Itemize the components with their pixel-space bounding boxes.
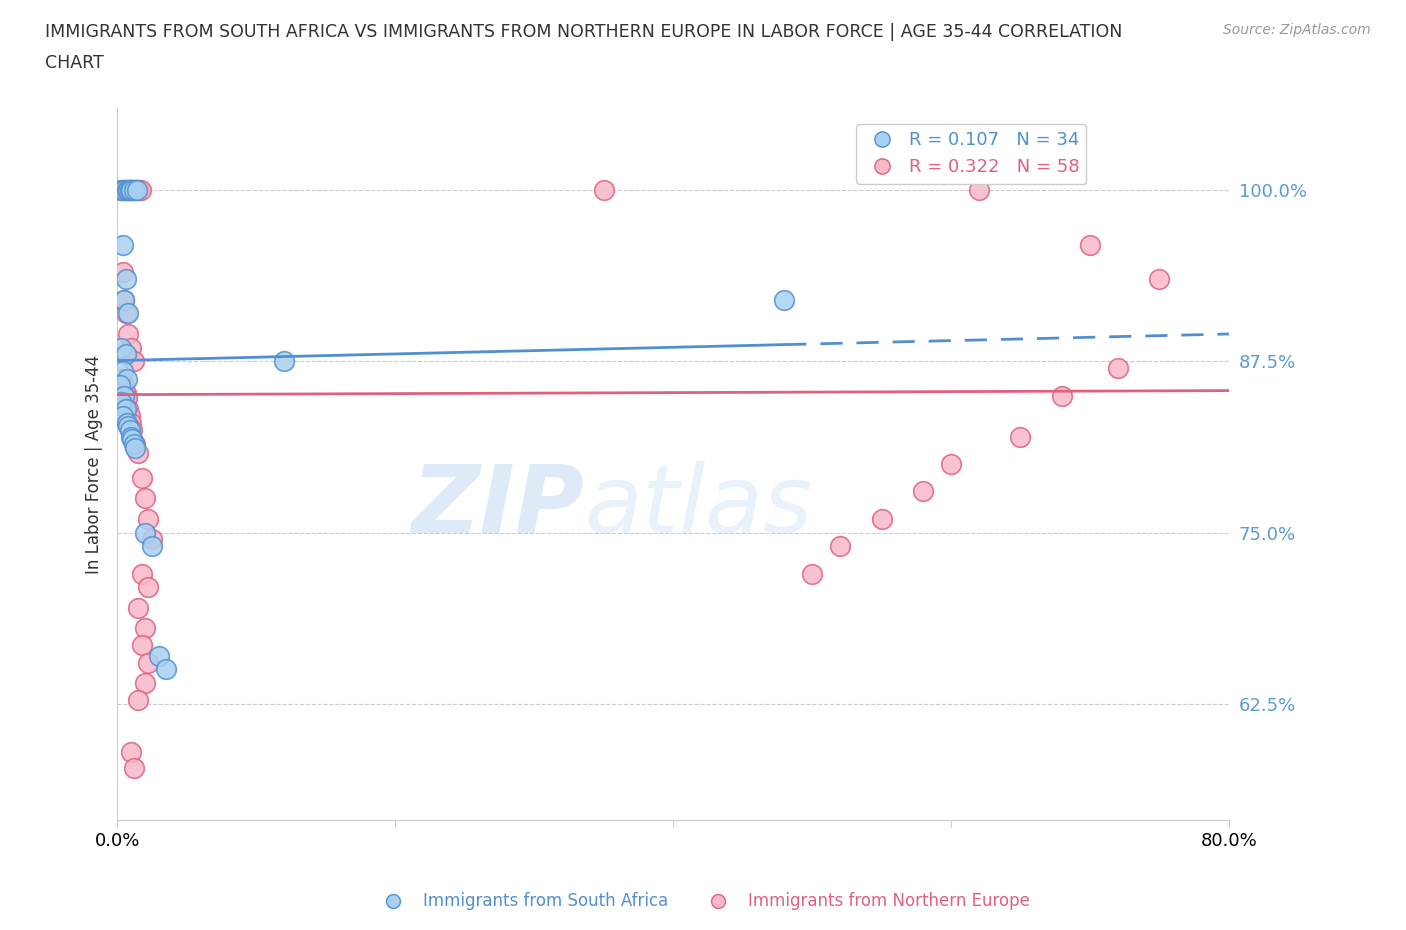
Point [127, 182, 149, 197]
Point [131, 637, 153, 652]
Point [120, 340, 142, 355]
Point [1149, 272, 1171, 286]
Point [110, 340, 132, 355]
Point [1107, 361, 1129, 376]
Point [122, 182, 145, 197]
Point [114, 272, 136, 286]
Point [118, 182, 141, 197]
Point [110, 182, 132, 197]
Point [120, 182, 142, 197]
Point [117, 182, 139, 197]
Point [273, 354, 295, 369]
Point [120, 430, 142, 445]
Point [114, 182, 136, 197]
Point [773, 292, 796, 307]
Point [112, 182, 135, 197]
Point [117, 182, 139, 197]
Point [115, 372, 138, 387]
Point [111, 237, 134, 252]
Point [117, 326, 139, 341]
Point [125, 182, 148, 197]
Point [134, 676, 156, 691]
Point [120, 182, 142, 197]
Point [592, 182, 614, 197]
Point [128, 182, 150, 197]
Point [124, 440, 146, 455]
Point [912, 484, 935, 498]
Text: CHART: CHART [45, 54, 104, 72]
Point [114, 402, 136, 417]
Text: ZIP: ZIP [411, 460, 583, 552]
Point [127, 601, 149, 616]
Point [967, 182, 990, 197]
Point [828, 538, 851, 553]
Point [110, 395, 132, 410]
Text: IMMIGRANTS FROM SOUTH AFRICA VS IMMIGRANTS FROM NORTHERN EUROPE IN LABOR FORCE |: IMMIGRANTS FROM SOUTH AFRICA VS IMMIGRAN… [45, 23, 1122, 41]
Point [108, 378, 131, 392]
Point [870, 512, 893, 526]
Point [124, 182, 146, 197]
Point [134, 621, 156, 636]
Point [155, 662, 177, 677]
Point [122, 182, 145, 197]
Point [121, 432, 143, 446]
Point [127, 692, 149, 707]
Point [115, 416, 138, 431]
Text: atlas: atlas [583, 461, 813, 552]
Point [114, 306, 136, 321]
Point [1010, 430, 1032, 445]
Point [114, 347, 136, 362]
Point [1050, 388, 1073, 403]
Point [131, 471, 153, 485]
Point [117, 306, 139, 321]
Point [121, 422, 143, 437]
Point [112, 378, 135, 392]
Point [117, 418, 139, 433]
Point [120, 416, 142, 431]
Point [141, 532, 163, 547]
Point [148, 648, 170, 663]
Point [111, 408, 134, 423]
Point [111, 265, 134, 280]
Legend: Immigrants from South Africa, Immigrants from Northern Europe: Immigrants from South Africa, Immigrants… [370, 885, 1036, 917]
Point [118, 182, 141, 197]
Y-axis label: In Labor Force | Age 35-44: In Labor Force | Age 35-44 [86, 354, 103, 574]
Point [117, 402, 139, 417]
Point [131, 566, 153, 581]
Point [122, 761, 145, 776]
Point [118, 408, 141, 423]
Point [112, 292, 135, 307]
Point [120, 744, 142, 759]
Point [136, 655, 159, 670]
Point [112, 182, 135, 197]
Point [122, 436, 145, 451]
Point [127, 445, 149, 460]
Point [134, 525, 156, 540]
Point [125, 182, 148, 197]
Point [136, 512, 159, 526]
Point [110, 372, 132, 387]
Point [118, 422, 141, 437]
Point [801, 566, 824, 581]
Point [112, 292, 135, 307]
Point [939, 457, 962, 472]
Point [124, 436, 146, 451]
Point [115, 182, 138, 197]
Point [129, 182, 152, 197]
Point [121, 182, 143, 197]
Point [136, 579, 159, 594]
Point [134, 491, 156, 506]
Point [122, 354, 145, 369]
Legend: R = 0.107   N = 34, R = 0.322   N = 58: R = 0.107 N = 34, R = 0.322 N = 58 [856, 124, 1087, 183]
Point [112, 388, 135, 403]
Point [141, 538, 163, 553]
Point [110, 182, 132, 197]
Point [114, 385, 136, 400]
Point [115, 391, 138, 405]
Point [115, 182, 138, 197]
Text: Source: ZipAtlas.com: Source: ZipAtlas.com [1223, 23, 1371, 37]
Point [111, 364, 134, 379]
Point [1078, 237, 1101, 252]
